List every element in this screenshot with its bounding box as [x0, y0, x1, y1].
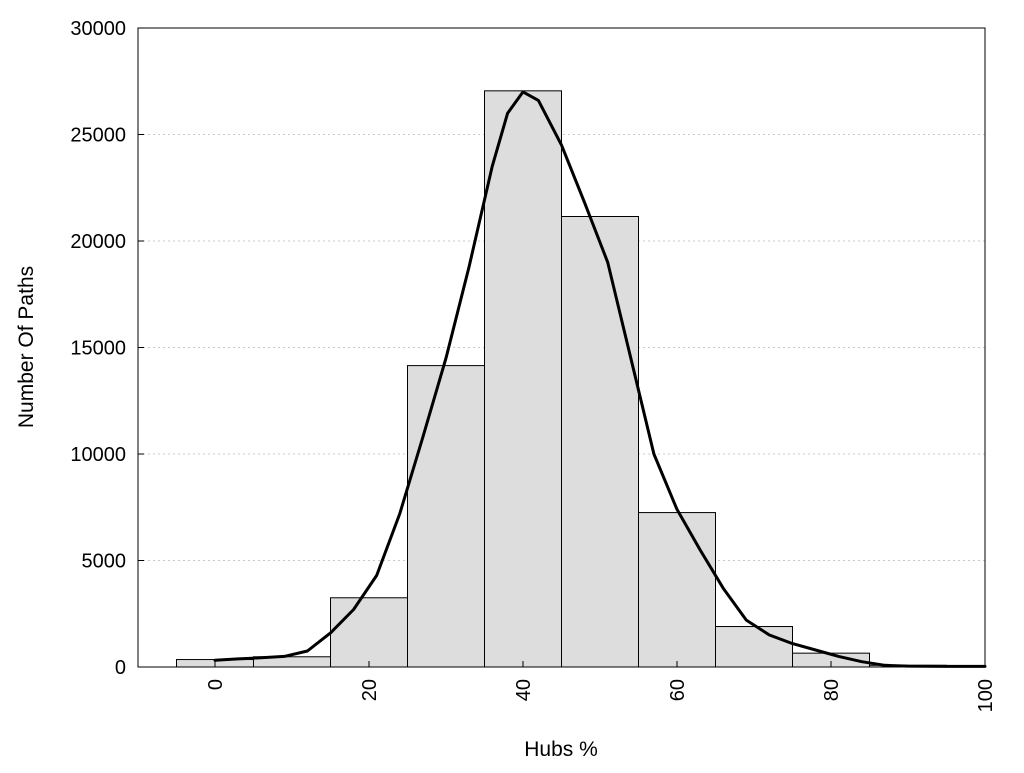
histogram-bar [330, 597, 408, 668]
x-axis-title: Hubs % [524, 738, 598, 761]
grid-layer [138, 134, 985, 561]
y-axis-title: Number Of Paths [15, 266, 38, 428]
y-tick-label: 5000 [82, 551, 127, 573]
y-tick-label: 0 [115, 657, 126, 679]
histogram-bar [561, 216, 639, 668]
bar-layer [176, 90, 986, 668]
x-tick-label: 60 [667, 679, 689, 701]
y-tick-label: 25000 [70, 125, 126, 147]
histogram-bar [715, 626, 793, 668]
x-tick-label: 0 [205, 679, 227, 690]
x-tick-label: 100 [975, 679, 997, 712]
histogram-bar [638, 512, 716, 668]
y-tick-layer: 0 5000 10000 15000 20000 25000 30000 [70, 18, 144, 679]
x-tick-label: 80 [821, 679, 843, 701]
histogram-bar [407, 365, 485, 668]
histogram-bar [484, 90, 562, 668]
y-tick-label: 30000 [70, 18, 126, 40]
x-tick-layer: 0 20 40 60 80 100 [205, 661, 997, 712]
y-tick-label: 20000 [70, 231, 126, 253]
y-tick-label: 15000 [70, 338, 126, 360]
x-tick-label: 20 [359, 679, 381, 701]
y-tick-label: 10000 [70, 444, 126, 466]
curve-layer [213, 90, 987, 668]
x-tick-label: 40 [513, 679, 535, 701]
density-curve [213, 90, 987, 668]
